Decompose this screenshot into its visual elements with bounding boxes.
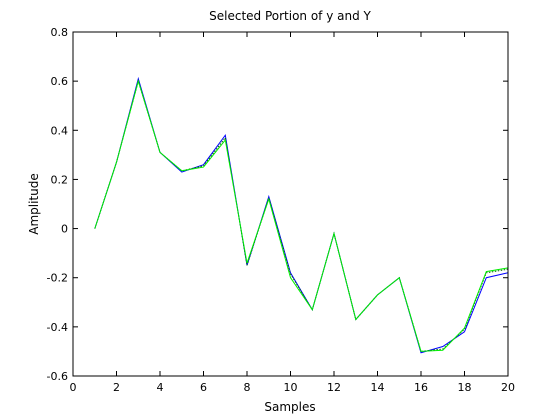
tick-layer: 0 2 4 6 8 10 12 14 16 18 20 -0.6 -0.4 -0.2 0 0.2 0.4 0.6 0… bbox=[47, 26, 515, 394]
y-tick-label: 0 bbox=[61, 223, 68, 236]
x-tick-label: 6 bbox=[200, 381, 207, 394]
series-line-2 bbox=[94, 79, 509, 352]
x-tick-label: 4 bbox=[157, 381, 164, 394]
y-tick-label: -0.6 bbox=[47, 370, 68, 383]
x-tick-label: 20 bbox=[501, 381, 515, 394]
x-tick-label: 12 bbox=[327, 381, 341, 394]
y-tick-label: 0.4 bbox=[51, 124, 69, 137]
x-axis-label: Samples bbox=[264, 400, 315, 414]
x-tick-label: 14 bbox=[371, 381, 385, 394]
x-tick-label: 18 bbox=[458, 381, 472, 394]
y-tick-label: 0.2 bbox=[51, 173, 69, 186]
y-axis-label: Amplitude bbox=[27, 173, 41, 235]
x-tick-label: 16 bbox=[414, 381, 428, 394]
series-layer bbox=[94, 76, 509, 354]
plot-background bbox=[73, 32, 508, 376]
x-tick-label: 8 bbox=[244, 381, 251, 394]
x-tick-label: 2 bbox=[113, 381, 120, 394]
x-tick-label: 10 bbox=[284, 381, 298, 394]
y-tick-label: -0.4 bbox=[47, 321, 68, 334]
plot-frame bbox=[72, 31, 509, 377]
y-tick-label: 0.8 bbox=[51, 26, 69, 39]
y-tick-label: -0.2 bbox=[47, 272, 68, 285]
series-line-3 bbox=[94, 79, 509, 352]
x-tick-label: 0 bbox=[70, 381, 77, 394]
y-tick-label: 0.6 bbox=[51, 75, 69, 88]
chart-title: Selected Portion of y and Y bbox=[209, 9, 371, 23]
